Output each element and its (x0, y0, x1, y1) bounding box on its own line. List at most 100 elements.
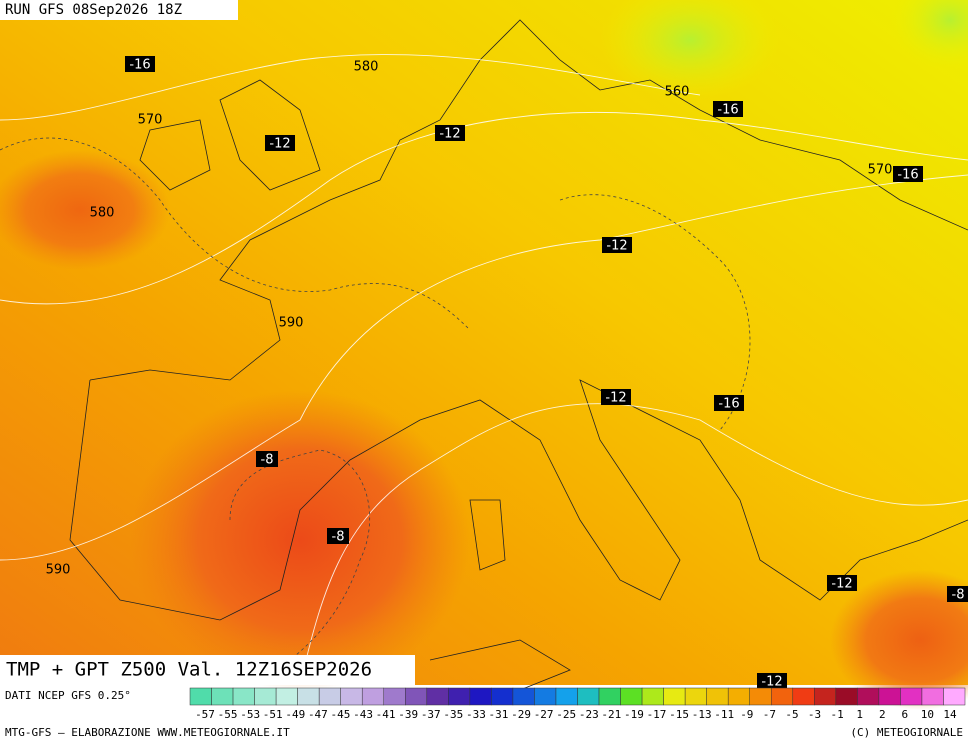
legend-tick-label: 6 (902, 708, 909, 721)
color-swatch (943, 687, 966, 706)
color-swatch (577, 687, 600, 706)
color-swatch (555, 687, 578, 706)
legend-tick-label: -21 (601, 708, 621, 721)
color-swatch (771, 687, 794, 706)
temp-label: -16 (897, 168, 918, 183)
color-swatch (512, 687, 535, 706)
temp-label-box (602, 237, 632, 253)
height-label: 570 (868, 163, 893, 178)
legend-tick-label: -39 (398, 708, 418, 721)
legend-tick-label: 1 (856, 708, 863, 721)
temp-label: -12 (606, 239, 627, 254)
temp-label: -12 (761, 675, 782, 690)
height-label: 570 (138, 113, 163, 128)
temp-label: -8 (261, 453, 274, 468)
warm-area (130, 390, 470, 690)
title-box (0, 655, 415, 685)
legend-tick-label: -1 (830, 708, 843, 721)
color-swatch (814, 687, 837, 706)
legend-tick-label: -27 (534, 708, 554, 721)
color-swatch (361, 687, 385, 706)
legend-tick-label: 14 (943, 708, 957, 721)
color-swatch (275, 687, 298, 706)
color-swatch (727, 687, 750, 706)
temp-label-box (256, 451, 278, 467)
temp-label-box (893, 166, 923, 182)
temp-label: -12 (605, 391, 626, 406)
temperature-contours (0, 137, 751, 686)
color-swatch (232, 687, 255, 706)
legend-tick-label: -37 (421, 708, 441, 721)
color-swatch (749, 687, 772, 706)
color-swatch (878, 687, 901, 706)
color-swatch (663, 687, 686, 706)
color-swatch (684, 687, 707, 706)
color-swatch (340, 687, 363, 706)
color-swatch (835, 687, 858, 706)
color-swatch (383, 687, 406, 706)
temp-label-box (713, 101, 743, 117)
height-label: 580 (354, 60, 379, 75)
height-label: 560 (665, 85, 690, 100)
legend-tick-label: -55 (218, 708, 238, 721)
color-swatch (426, 687, 449, 706)
legend-tick-label: -41 (376, 708, 396, 721)
legend-tick-label: -17 (647, 708, 667, 721)
map-title: TMP + GPT Z500 Val. 12Z16SEP2026 (6, 659, 372, 681)
legend-tick-label: -29 (511, 708, 531, 721)
run-label: RUN GFS 08Sep2026 18Z (5, 2, 182, 18)
temp-label-box (947, 586, 968, 602)
height-label: 590 (46, 563, 71, 578)
legend-tick-label: -3 (808, 708, 821, 721)
legend-tick-label: -49 (285, 708, 305, 721)
coastlines (69, 19, 968, 691)
footer-left: MTG-GFS – ELABORAZIONE WWW.METEOGIORNALE… (5, 726, 290, 739)
color-swatch (706, 687, 729, 706)
height-label: 590 (279, 316, 304, 331)
temp-label-box (827, 575, 857, 591)
temp-label-box (714, 395, 744, 411)
temp-label-box (327, 528, 349, 544)
color-swatch (318, 687, 341, 706)
legend-tick-label: -19 (624, 708, 644, 721)
temp-label: -12 (269, 137, 290, 152)
color-swatch (792, 687, 815, 706)
legend-tick-label: -13 (692, 708, 712, 721)
color-swatch (598, 687, 621, 706)
legend-tick-label: -31 (489, 708, 509, 721)
temp-label: -16 (718, 397, 739, 412)
temp-label: -16 (129, 58, 150, 73)
legend-tick-label: -25 (556, 708, 576, 721)
temp-label: -16 (717, 103, 738, 118)
legend-tick-label: 10 (921, 708, 934, 721)
temp-label: -8 (952, 588, 965, 603)
color-swatch (189, 687, 212, 706)
legend-tick-label: -33 (466, 708, 486, 721)
color-swatch (857, 687, 880, 706)
color-swatch (900, 687, 923, 706)
color-swatch (641, 687, 664, 706)
temp-label-box (435, 125, 465, 141)
legend-tick-label: -53 (240, 708, 260, 721)
legend-tick-label: -35 (443, 708, 463, 721)
temp-label: -12 (831, 577, 852, 592)
temp-label-box (265, 135, 295, 151)
color-swatch (469, 687, 492, 706)
cool-area (890, 0, 968, 70)
legend-tick-label: -15 (669, 708, 689, 721)
height-label: 580 (90, 206, 115, 221)
temp-label-box (757, 673, 787, 689)
color-swatch (211, 687, 234, 706)
legend-tick-label: -57 (195, 708, 215, 721)
legend-tick-label: -43 (353, 708, 373, 721)
legend-tick-label: -23 (579, 708, 599, 721)
legend-tick-label: -7 (763, 708, 776, 721)
color-swatch (491, 687, 514, 706)
temp-label-box (125, 56, 155, 72)
color-swatch (620, 687, 643, 706)
warm-area (830, 570, 968, 710)
legend-tick-label: -47 (308, 708, 328, 721)
temp-label: -8 (332, 530, 345, 545)
color-swatch (921, 687, 944, 706)
